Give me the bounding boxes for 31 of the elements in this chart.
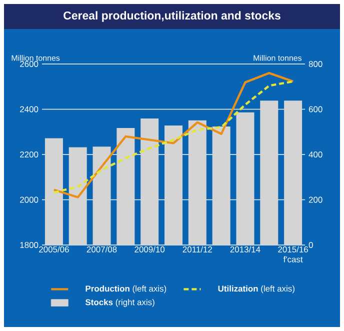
legend-label: Stocks (right axis) — [85, 298, 154, 307]
x-tick-label: 2013/14 — [230, 246, 260, 252]
x-tick-label: 2011/12 — [182, 246, 212, 252]
y2-tick-label: 600 — [308, 106, 322, 112]
x-tick-label: 2009/10 — [134, 246, 165, 252]
legend-label: Production (left axis) — [86, 285, 166, 294]
y2-tick-label: 0 — [308, 242, 313, 248]
y2-tick-label: 400 — [308, 152, 322, 158]
y-tick-label: 1800 — [20, 242, 38, 248]
y-tick-label: 2600 — [20, 61, 38, 67]
bar — [236, 112, 254, 245]
y2-tick-label: 800 — [308, 61, 322, 67]
bar — [260, 100, 278, 245]
bar — [212, 126, 230, 245]
bar — [44, 138, 63, 245]
bar — [92, 146, 111, 245]
bar — [68, 147, 87, 245]
y-tick-label: 2400 — [20, 106, 38, 112]
x-tick-label: 2005/06 — [39, 246, 69, 252]
x-tick-label: 2015/16 f'cast — [278, 246, 308, 262]
y-tick-label: 2000 — [20, 196, 38, 203]
y2-tick-label: 200 — [308, 196, 322, 203]
legend-label: Utilization (left axis) — [218, 285, 294, 294]
bar — [284, 100, 302, 245]
bar — [140, 118, 159, 245]
chart-title: Cereal production,utilization and stocks — [64, 11, 280, 22]
bar — [188, 120, 206, 245]
bar — [116, 128, 135, 245]
x-tick-label: 2007/08 — [86, 246, 117, 252]
bar — [164, 126, 183, 245]
y-tick-label: 2200 — [20, 152, 38, 158]
